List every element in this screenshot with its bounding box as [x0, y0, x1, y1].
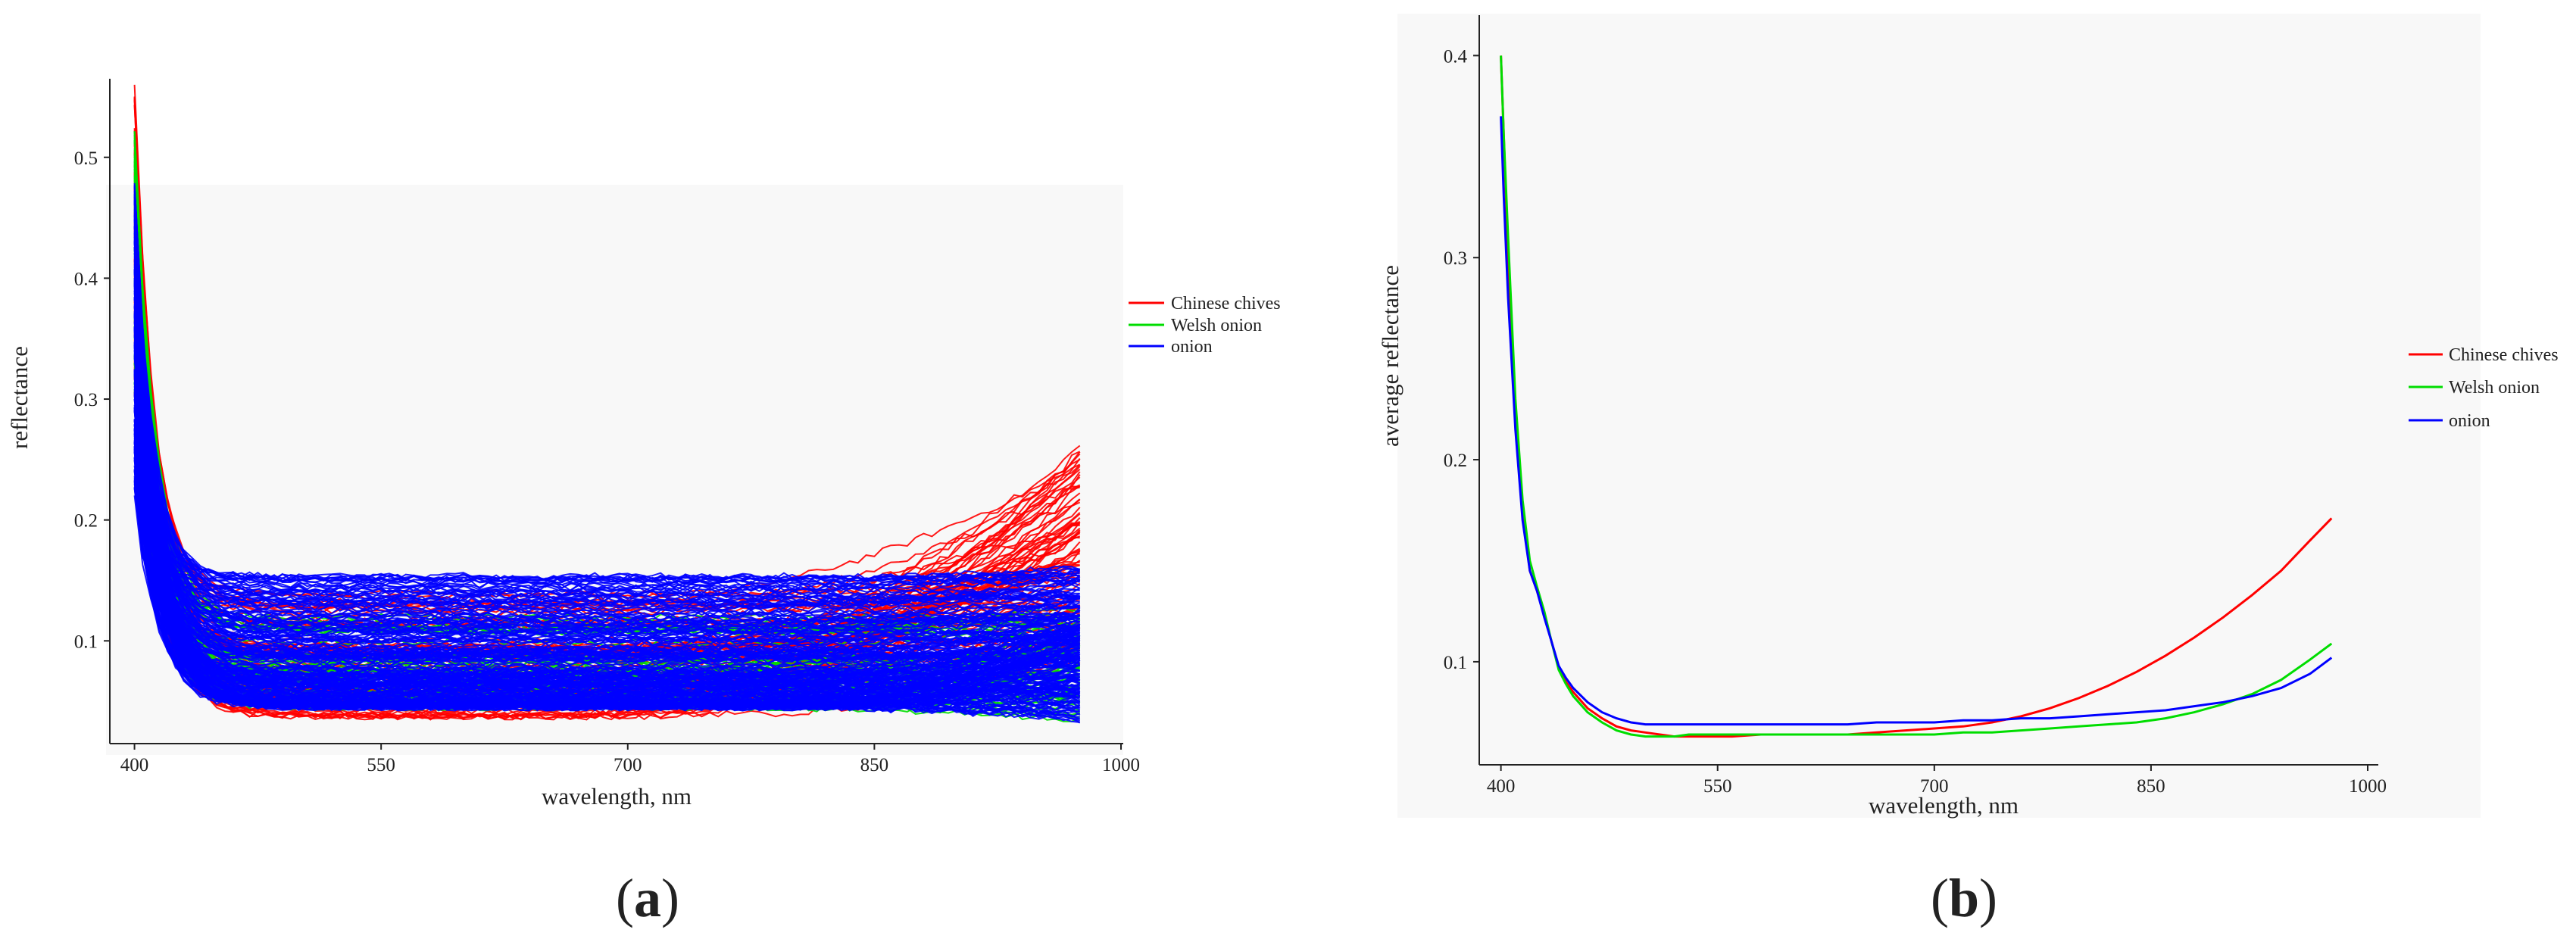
series-line-a-onion-168 [133, 282, 1080, 597]
x-tick-label-0-1000: 1000 [1102, 755, 1140, 775]
ticks-a: 400 550 700 850 1000 0.1 0.2 0.3 0.4 0.5 [74, 148, 1140, 775]
y-axis-label-a: reflectance [6, 346, 33, 449]
x-tick-label-0-550: 550 [367, 755, 395, 775]
x-tick-label-1-400: 400 [1487, 776, 1516, 797]
series-line-a-onion-207 [133, 314, 1080, 688]
y-tick-label-0-0.4: 0.4 [74, 269, 98, 289]
panel-label-b: (b) [1931, 868, 1997, 928]
series-line-a-onion-185 [133, 370, 1081, 646]
legend-label-chives-a: Chinese chives [1171, 294, 1281, 313]
series-line-a-onion-206 [133, 316, 1081, 681]
series-line-a-onion-189 [133, 239, 1080, 669]
series-line-a-onion-196 [133, 277, 1080, 704]
series-line-a-onion-202 [133, 216, 1081, 657]
y-tick-label-0-0.1: 0.1 [74, 632, 98, 652]
legend-label-onion-a: onion [1171, 337, 1213, 357]
legend-label-welsh-b: Welsh onion [2449, 378, 2540, 398]
series-line-a-onion-3 [133, 429, 1080, 586]
series-line-a-onion-201 [133, 191, 1081, 628]
series-line-a-onion-136 [133, 344, 1080, 654]
series-line-a-onion-128 [133, 460, 1081, 641]
x-tick-label-0-400: 400 [120, 755, 149, 775]
y-tick-label-1-0.3: 0.3 [1444, 248, 1467, 269]
legend-label-chives-b: Chinese chives [2449, 345, 2559, 365]
panel-label-a: (a) [616, 868, 679, 928]
series-line-a-onion-208 [133, 326, 1081, 675]
series-line-b-welsh-onion [1500, 55, 2333, 738]
series-line-a-onion-193 [133, 480, 1080, 604]
series-line-a-onion-205 [133, 209, 1081, 710]
series-line-a-onion-95 [133, 314, 1081, 635]
series-line-a-onion-190 [133, 306, 1081, 716]
ticks-b: 400 550 700 850 1000 0.1 0.2 0.3 0.4 [1444, 46, 2387, 797]
legend-label-onion-b: onion [2449, 411, 2490, 431]
series-line-a-onion-184 [133, 388, 1081, 663]
series-line-a-onion-195 [133, 460, 1080, 600]
series-lines-a [133, 84, 1081, 724]
series-line-b-onion [1500, 116, 2333, 726]
series-line-a-onion-209 [133, 272, 1080, 589]
y-tick-label-0-0.2: 0.2 [74, 511, 98, 532]
x-tick-label-1-700: 700 [1920, 776, 1949, 797]
series-line-a-onion-173 [133, 268, 1081, 646]
x-tick-label-0-850: 850 [860, 755, 889, 775]
series-line-a-onion-183 [133, 293, 1081, 673]
plot-area-b [1397, 14, 2481, 818]
y-tick-label-1-0.4: 0.4 [1444, 46, 1468, 67]
x-tick-label-0-700: 700 [614, 755, 642, 775]
series-line-a-onion-109 [133, 457, 1080, 622]
series-line-a-onion-83 [133, 285, 1081, 644]
series-lines-b [1500, 55, 2333, 738]
series-line-a-onion-179 [133, 328, 1081, 586]
series-line-a-onion-194 [133, 246, 1081, 610]
x-tick-label-1-850: 850 [2137, 776, 2165, 797]
x-axis-label-a: wavelength, nm [542, 783, 692, 809]
y-tick-label-1-0.1: 0.1 [1444, 653, 1467, 673]
panel-b: 400 550 700 850 1000 0.1 0.2 0.3 0.4 wavelength,… [1377, 14, 2559, 928]
x-axis-label-b: wavelength, nm [1869, 792, 2019, 819]
series-line-a-onion-187 [133, 369, 1080, 718]
panel-a: 400 550 700 850 1000 0.1 0.2 0.3 0.4 0.5 waveleng… [6, 79, 1281, 928]
legend-label-welsh-a: Welsh onion [1171, 316, 1262, 335]
series-line-a-onion-200 [133, 290, 1081, 700]
legend-b: Chinese chives Welsh onion onion [2409, 345, 2559, 431]
y-tick-label-1-0.2: 0.2 [1444, 451, 1467, 471]
series-line-a-onion-104 [133, 284, 1080, 630]
series-line-a-onion-165 [133, 298, 1080, 583]
legend-a: Chinese chives Welsh onion onion [1129, 294, 1281, 357]
x-tick-label-1-1000: 1000 [2349, 776, 2387, 797]
x-tick-label-1-550: 550 [1703, 776, 1732, 797]
y-tick-label-0-0.3: 0.3 [74, 390, 98, 410]
series-line-a-onion-203 [133, 372, 1081, 718]
series-line-a-onion-110 [133, 201, 1081, 663]
y-axis-label-b: average reflectance [1377, 265, 1404, 447]
series-line-a-onion-204 [133, 214, 1080, 694]
series-line-a-onion-177 [133, 407, 1081, 682]
y-tick-label-0-0.5: 0.5 [74, 148, 98, 169]
